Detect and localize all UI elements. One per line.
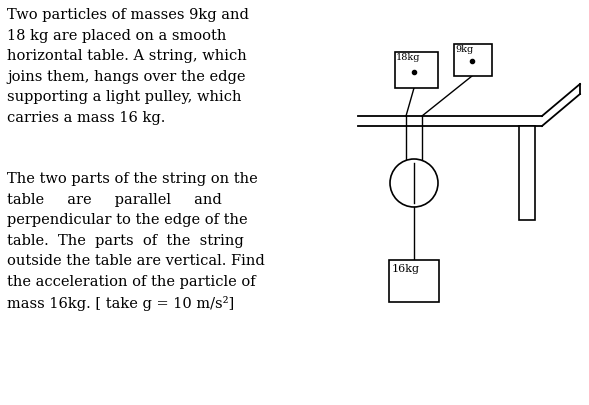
Bar [519,126,535,220]
Bar [454,44,492,76]
Text: 16kg: 16kg [392,264,420,274]
Bar [389,260,439,302]
Text: 18kg: 18kg [396,53,421,62]
Text: The two parts of the string on the
table     are     parallel     and
perpendicu: The two parts of the string on the table… [7,172,264,311]
Text: 9kg: 9kg [455,45,473,54]
Bar [395,52,438,88]
Text: Two particles of masses 9kg and
18 kg are placed on a smooth
horizontal table. A: Two particles of masses 9kg and 18 kg ar… [7,8,249,125]
